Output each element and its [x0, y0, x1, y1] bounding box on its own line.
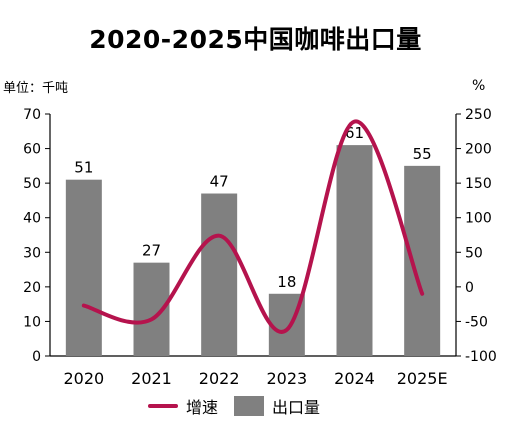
data-label-2021: 27 — [142, 242, 161, 260]
data-label-2022: 47 — [210, 173, 229, 191]
bar-2025E — [404, 165, 441, 356]
right-tick-label: 50 — [465, 245, 483, 261]
right-tick-label: 200 — [465, 142, 492, 158]
legend-bar-swatch — [234, 396, 265, 416]
legend: 增速 出口量 — [148, 394, 320, 418]
data-label-2023: 18 — [277, 273, 296, 291]
right-tick-label: 250 — [465, 107, 492, 123]
bar-2020 — [65, 179, 102, 356]
right-tick-label: 0 — [465, 280, 474, 296]
left-tick-label: 70 — [23, 107, 41, 123]
left-tick-label: 10 — [23, 314, 41, 330]
data-label-2020: 51 — [74, 159, 93, 177]
bar-2022 — [201, 193, 238, 356]
right-tick-label: 100 — [465, 211, 492, 227]
x-tick-label: 2021 — [131, 369, 172, 388]
x-tick-label: 2022 — [199, 369, 240, 388]
chart-title: 2020-2025中国咖啡出口量 — [89, 25, 422, 54]
growth-rate-line — [81, 119, 425, 334]
left-y-axis: 0 10 20 30 40 50 60 70 — [23, 107, 456, 365]
bar-series — [65, 145, 441, 356]
right-tick-label: -50 — [465, 314, 488, 330]
data-label-2025E: 55 — [413, 145, 432, 163]
right-axis-unit: % — [472, 78, 486, 94]
legend-bar-label: 出口量 — [272, 398, 321, 417]
line-series — [81, 119, 425, 334]
left-tick-label: 20 — [23, 280, 41, 296]
left-axis-unit: 单位：千吨 — [3, 81, 69, 96]
x-axis-categories: 2020 2021 2022 2023 2024 2025E — [63, 369, 447, 388]
x-tick-label: 2024 — [334, 369, 375, 388]
x-tick-label: 2020 — [63, 369, 104, 388]
legend-line-swatch — [148, 404, 178, 408]
right-y-axis: -100 -50 0 50 100 150 200 250 — [455, 107, 497, 365]
left-tick-label: 30 — [23, 245, 41, 261]
x-tick-label: 2023 — [266, 369, 307, 388]
right-tick-label: -100 — [465, 349, 497, 365]
right-tick-label: 150 — [465, 176, 492, 192]
left-tick-label: 50 — [23, 176, 41, 192]
bar-2024 — [336, 145, 373, 356]
left-tick-label: 60 — [23, 142, 41, 158]
left-tick-label: 0 — [32, 349, 41, 365]
legend-line-label: 增速 — [186, 398, 219, 417]
x-tick-label: 2025E — [397, 369, 448, 388]
left-tick-label: 40 — [23, 211, 41, 227]
